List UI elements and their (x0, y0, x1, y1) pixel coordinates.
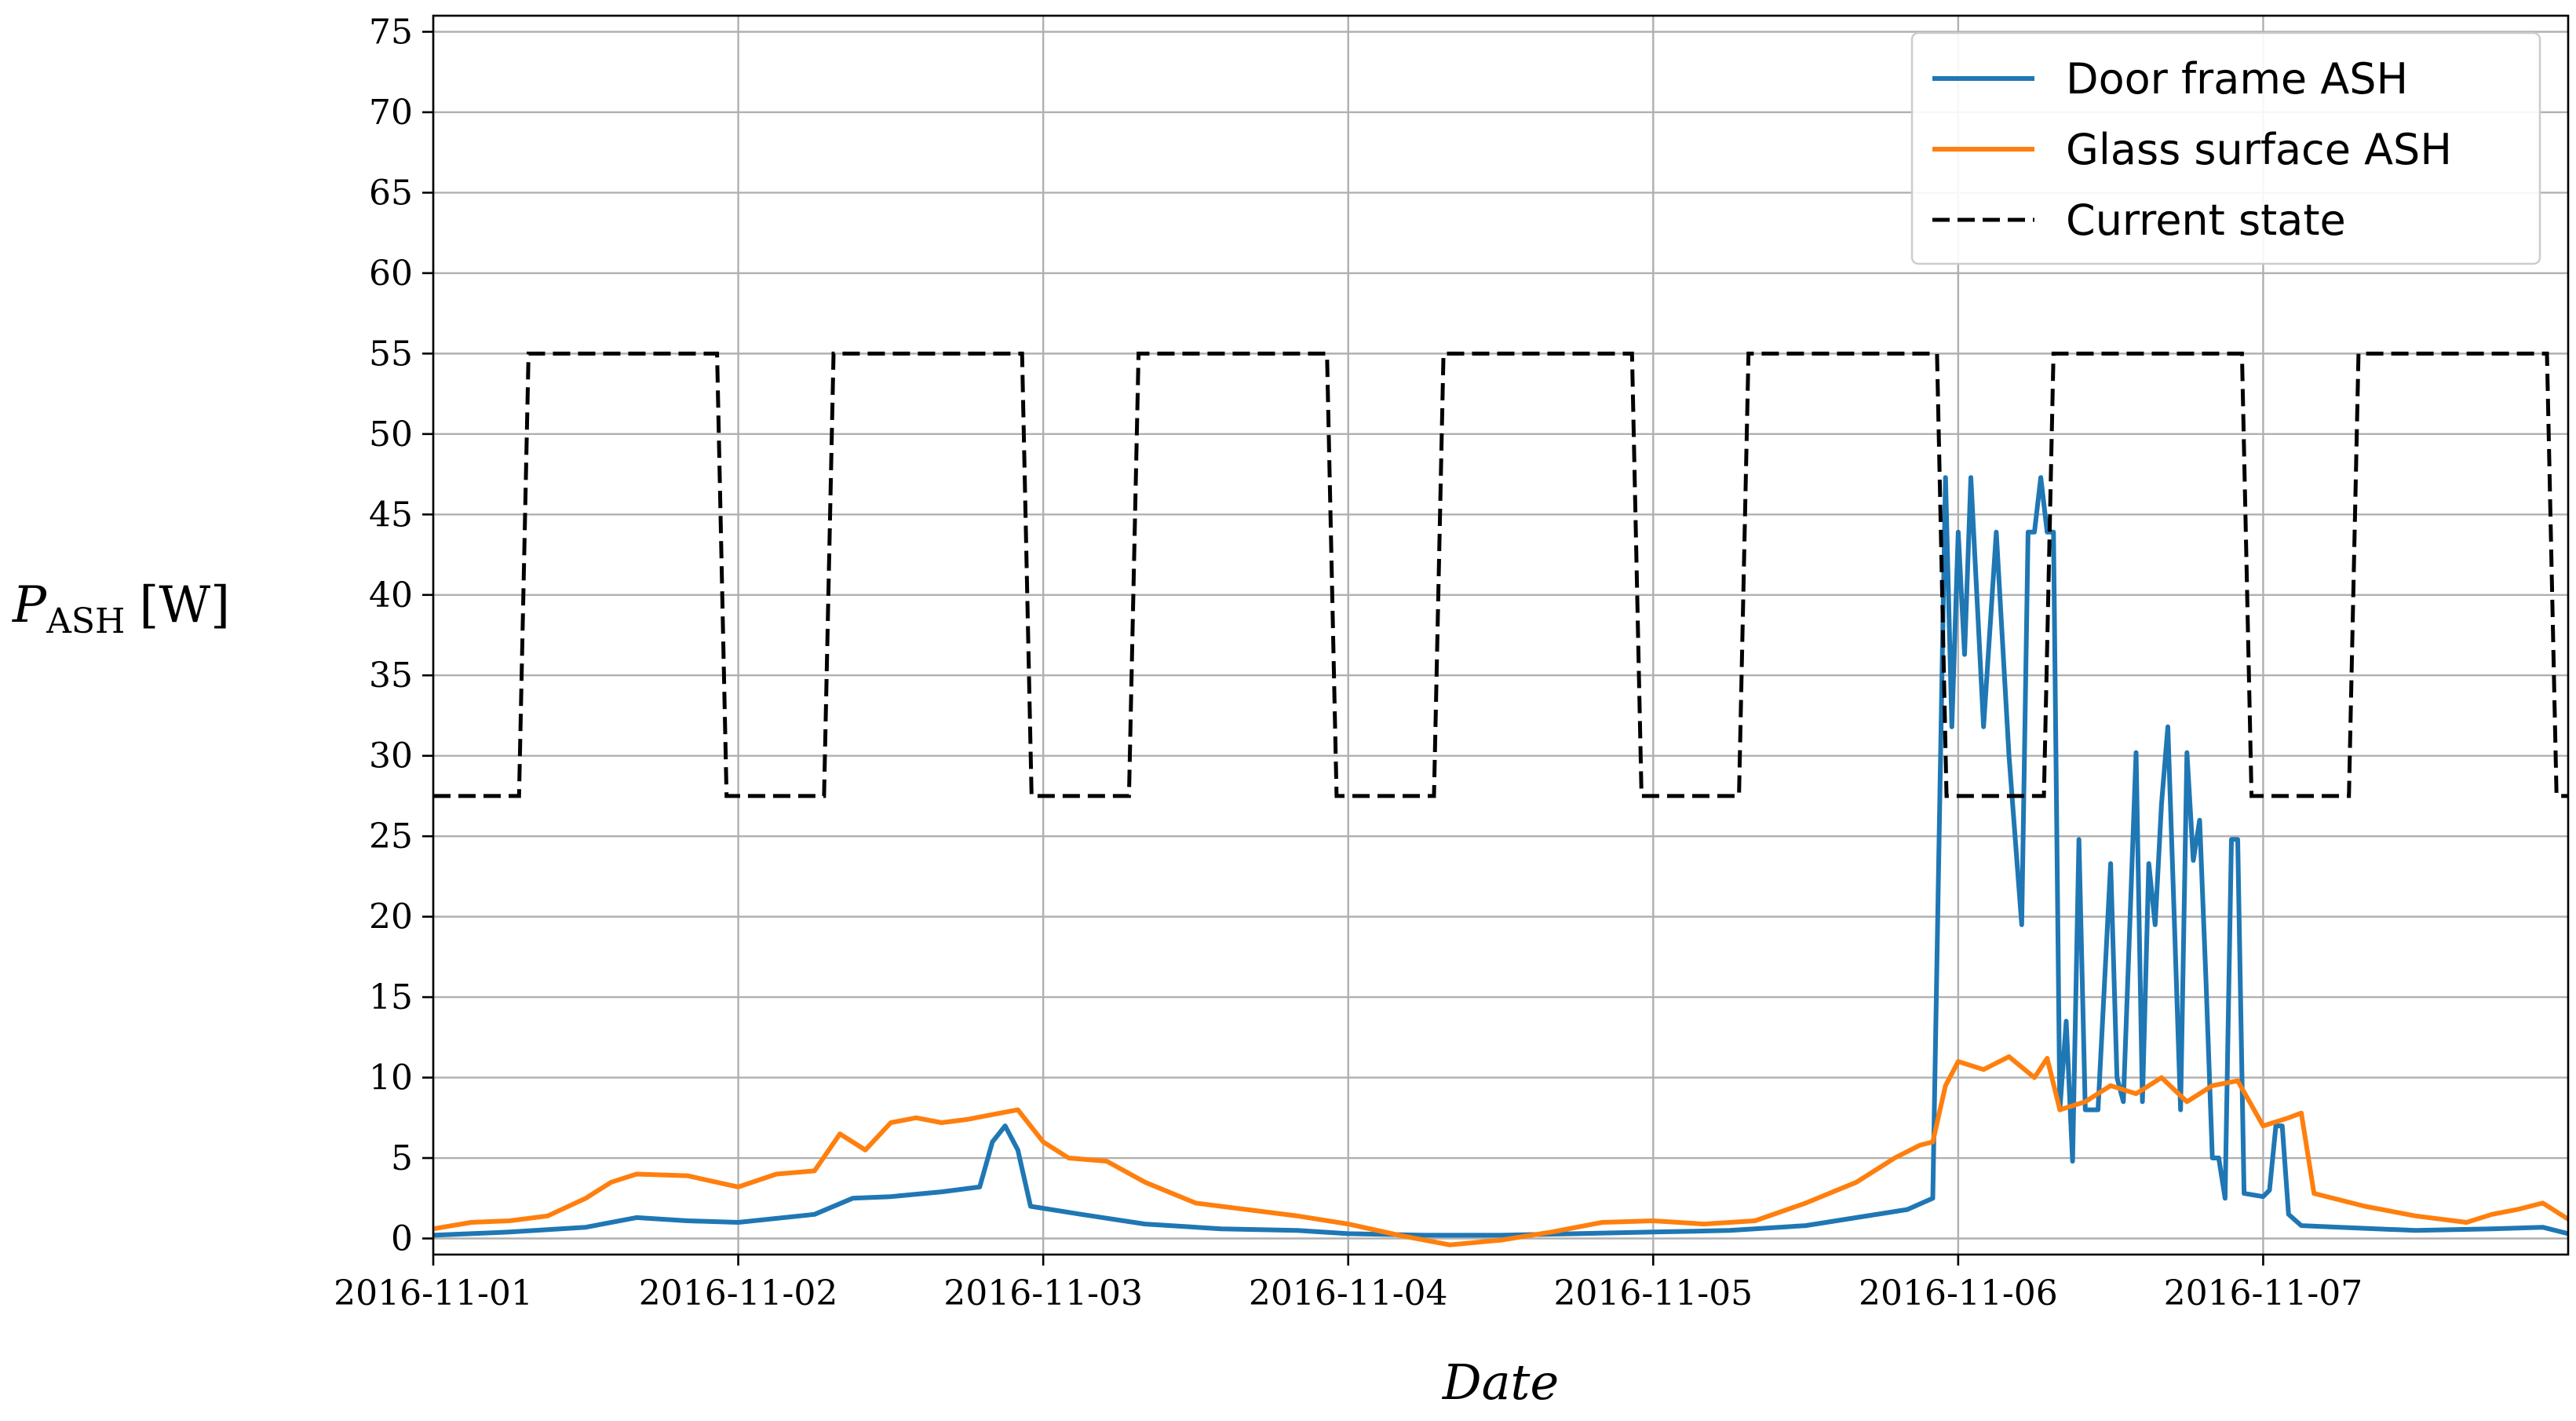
y-tick-label: 5 (391, 1138, 413, 1178)
x-tick-label: 2016-11-02 (639, 1273, 838, 1313)
legend-label-2: Current state (2066, 195, 2346, 245)
y-tick-label: 45 (369, 495, 413, 535)
x-tick-label: 2016-11-07 (2164, 1273, 2363, 1313)
y-axis-title-symbol: P (12, 576, 47, 634)
x-axis: 2016-11-01 2016-11-02 2016-11-03 2016-11-04… (334, 1255, 2363, 1313)
y-tick-label: 25 (369, 816, 413, 857)
legend: Door frame ASH Glass surface ASH Current s… (1910, 31, 2541, 265)
x-tick-label: 2016-11-01 (334, 1273, 533, 1313)
x-tick-label: 2016-11-04 (1249, 1273, 1448, 1313)
y-tick-label: 40 (369, 575, 413, 616)
x-tick-label: 2016-11-05 (1553, 1273, 1753, 1313)
y-tick-label: 10 (369, 1058, 413, 1098)
plot-frame (432, 14, 2570, 1256)
y-tick-label: 15 (369, 977, 413, 1017)
y-tick-label: 60 (369, 254, 413, 294)
legend-box (1910, 31, 2541, 265)
y-tick-label: 55 (369, 334, 413, 374)
x-tick-label: 2016-11-06 (1859, 1273, 2058, 1313)
y-tick-label: 75 (369, 12, 413, 52)
y-tick-label: 20 (369, 897, 413, 937)
y-axis-title-unit: [W] (139, 576, 230, 634)
y-axis-title-subscript: ASH (46, 601, 125, 641)
x-axis-title: Date (1442, 1353, 1559, 1411)
x-tick-label: 2016-11-03 (943, 1273, 1143, 1313)
y-tick-label: 30 (369, 736, 413, 776)
y-axis-title: PASH [W] (12, 576, 230, 641)
y-tick-label: 35 (369, 656, 413, 696)
series-line-0 (432, 475, 2569, 1238)
y-tick-label: 50 (369, 415, 413, 455)
series-layer (432, 351, 2570, 1247)
legend-label-1: Glass surface ASH (2066, 125, 2452, 174)
y-tick-label: 0 (391, 1219, 413, 1259)
series-line-2 (433, 351, 2568, 798)
y-tick-label: 65 (369, 173, 413, 213)
legend-label-0: Door frame ASH (2066, 54, 2408, 104)
y-axis: 0 5 10 15 20 25 30 35 40 45 50 55 60 65 70 75 (369, 12, 433, 1259)
series-line-1 (432, 1054, 2570, 1247)
y-tick-label: 70 (369, 93, 413, 133)
